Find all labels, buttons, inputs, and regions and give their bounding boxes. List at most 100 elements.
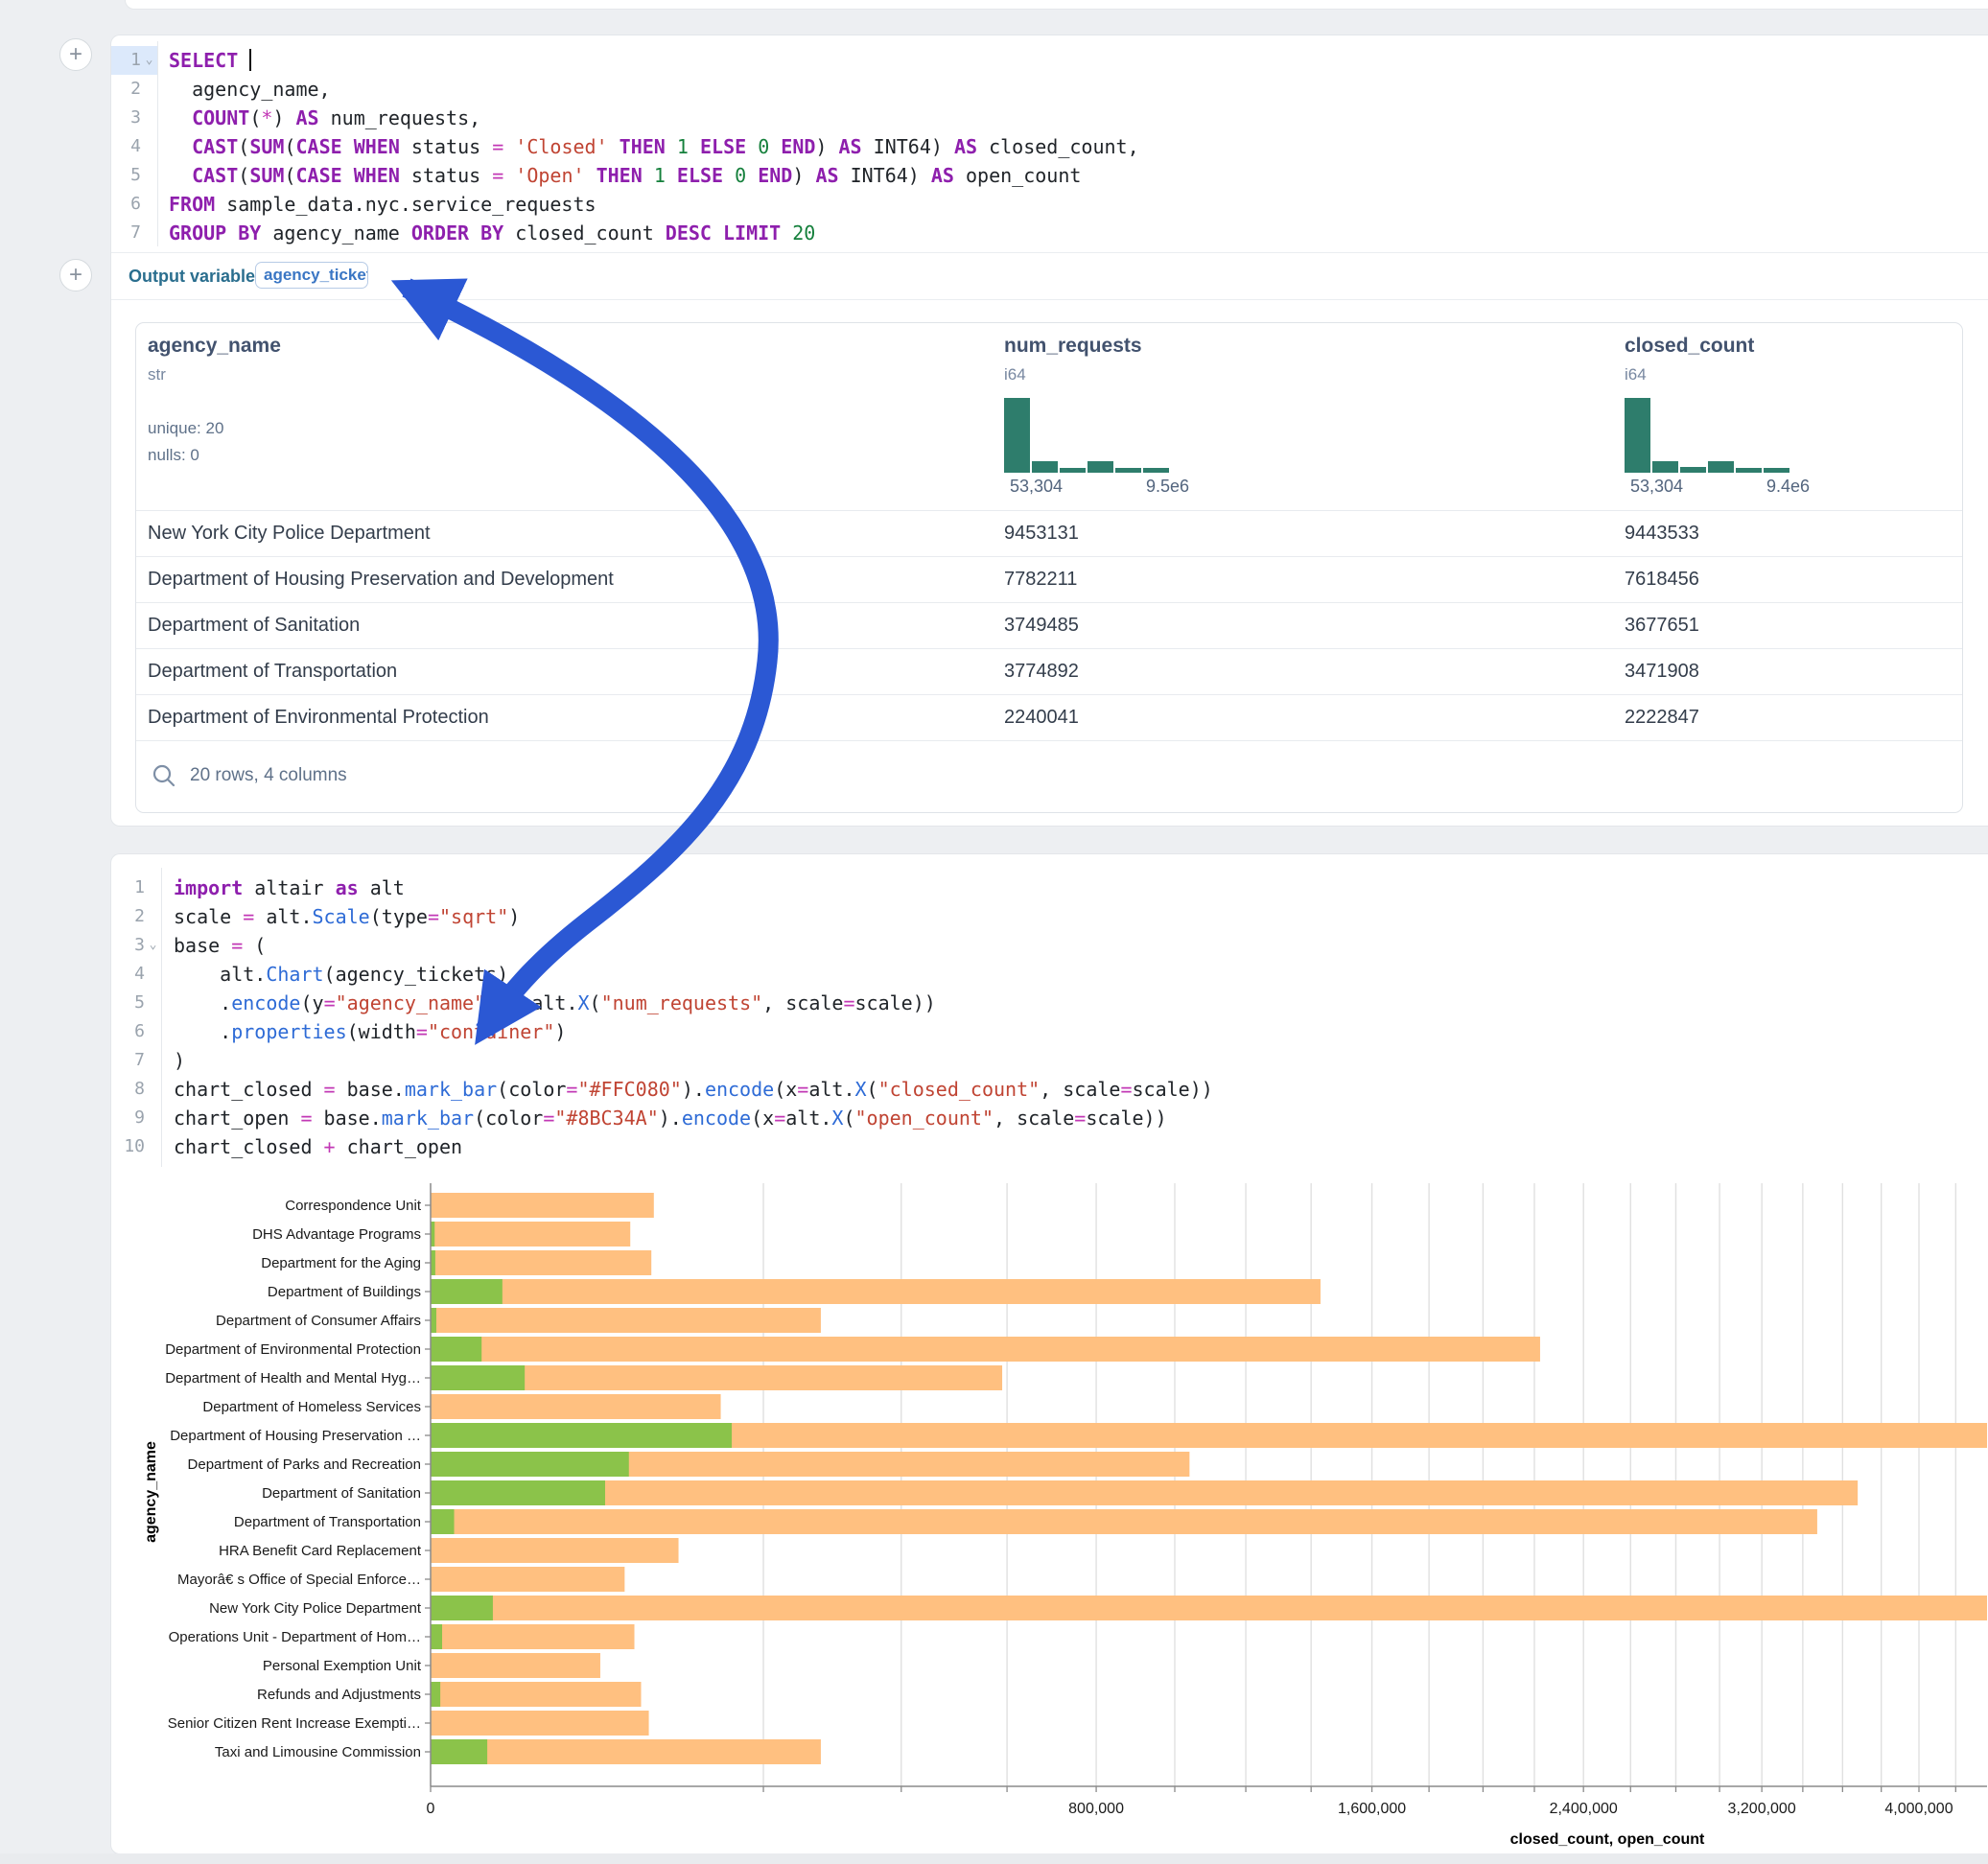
- column-unique-stat: unique: 20: [148, 419, 223, 438]
- svg-text:closed_count, open_count: closed_count, open_count: [1510, 1831, 1705, 1848]
- table-row[interactable]: Department of Environmental Protection 22…: [136, 694, 1962, 741]
- svg-text:Personal Exemption Unit: Personal Exemption Unit: [263, 1658, 422, 1674]
- row-count-summary: 20 rows, 4 columns: [190, 741, 347, 810]
- column-header-num-requests[interactable]: num_requests i64 53,304 9.5e6: [1004, 323, 1579, 510]
- svg-text:Department of Sanitation: Department of Sanitation: [262, 1485, 421, 1502]
- table-cell: 2222847: [1625, 695, 1699, 740]
- column-type: str: [148, 365, 166, 384]
- results-table: agency_name str unique: 20 nulls: 0 num_…: [135, 322, 1963, 813]
- svg-text:Department of Consumer Affairs: Department of Consumer Affairs: [216, 1313, 421, 1329]
- svg-text:Mayorâ€ s Office of Special En: Mayorâ€ s Office of Special Enforce…: [177, 1572, 421, 1588]
- table-cell: 3677651: [1625, 603, 1699, 648]
- table-header: agency_name str unique: 20 nulls: 0 num_…: [136, 323, 1962, 510]
- code-line[interactable]: 1import altair as alt: [111, 874, 1988, 902]
- histogram-min-label: 53,304: [1630, 477, 1683, 497]
- code-line[interactable]: 1⌄SELECT: [111, 46, 1988, 75]
- table-row[interactable]: Department of Housing Preservation and D…: [136, 556, 1962, 603]
- page-bottom-strip: [0, 1853, 1988, 1864]
- svg-text:1,600,000: 1,600,000: [1338, 1801, 1406, 1817]
- table-cell: 7618456: [1625, 557, 1699, 602]
- code-line[interactable]: 4 CAST(SUM(CASE WHEN status = 'Closed' T…: [111, 132, 1988, 161]
- histogram-closed-count: [1625, 396, 1793, 473]
- table-cell: 2240041: [1004, 695, 1079, 740]
- svg-text:Correspondence Unit: Correspondence Unit: [285, 1198, 422, 1214]
- column-type: i64: [1004, 365, 1026, 384]
- svg-text:Operations Unit - Department o: Operations Unit - Department of Hom…: [169, 1629, 421, 1645]
- code-line[interactable]: 2 agency_name,: [111, 75, 1988, 104]
- svg-text:4,000,000: 4,000,000: [1884, 1801, 1953, 1817]
- svg-text:Department of Parks and Recrea: Department of Parks and Recreation: [188, 1456, 421, 1473]
- code-line[interactable]: 2scale = alt.Scale(type="sqrt"): [111, 902, 1988, 931]
- histogram-num-requests: [1004, 396, 1173, 473]
- histogram-max-label: 9.5e6: [1146, 477, 1189, 497]
- text-cursor: [249, 49, 251, 71]
- code-line[interactable]: 6FROM sample_data.nyc.service_requests: [111, 190, 1988, 219]
- column-title: closed_count: [1625, 335, 1754, 358]
- svg-text:0: 0: [427, 1801, 435, 1817]
- add-cell-button-top[interactable]: +: [59, 38, 92, 71]
- code-line[interactable]: 10chart_closed + chart_open: [111, 1132, 1988, 1161]
- table-cell: Department of Sanitation: [148, 603, 360, 648]
- svg-text:Taxi and Limousine Commission: Taxi and Limousine Commission: [215, 1744, 421, 1760]
- table-row[interactable]: Department of Sanitation 3749485 3677651: [136, 602, 1962, 649]
- output-variable-label: Output variable:: [129, 253, 261, 299]
- table-cell: New York City Police Department: [148, 511, 431, 556]
- table-cell: 3749485: [1004, 603, 1079, 648]
- add-cell-button-output[interactable]: +: [59, 259, 92, 291]
- search-icon[interactable]: [152, 763, 176, 788]
- code-line[interactable]: 3 COUNT(*) AS num_requests,: [111, 104, 1988, 132]
- table-cell: Department of Housing Preservation and D…: [148, 557, 614, 602]
- table-cell: 9453131: [1004, 511, 1079, 556]
- code-line[interactable]: 7): [111, 1046, 1988, 1075]
- python-cell: 1import altair as alt2scale = alt.Scale(…: [110, 853, 1988, 1854]
- svg-text:800,000: 800,000: [1068, 1801, 1124, 1817]
- code-line[interactable]: 6 .properties(width="container"): [111, 1017, 1988, 1046]
- table-cell: 9443533: [1625, 511, 1699, 556]
- column-title: agency_name: [148, 335, 281, 358]
- output-variable-pill[interactable]: agency_tickets: [255, 262, 368, 289]
- previous-cell-bottom-edge: [125, 0, 1988, 10]
- code-line[interactable]: 5 CAST(SUM(CASE WHEN status = 'Open' THE…: [111, 161, 1988, 190]
- column-header-agency-name[interactable]: agency_name str unique: 20 nulls: 0: [148, 323, 992, 510]
- svg-text:3,200,000: 3,200,000: [1728, 1801, 1796, 1817]
- svg-text:HRA Benefit Card Replacement: HRA Benefit Card Replacement: [219, 1543, 422, 1559]
- altair-bar-chart: Correspondence Unit DHS Advantage Program…: [111, 1176, 1987, 1852]
- python-code[interactable]: 1import altair as alt2scale = alt.Scale(…: [111, 874, 1988, 1161]
- collapse-chevron-icon[interactable]: ⌄: [145, 931, 161, 960]
- histogram-min-label: 53,304: [1010, 477, 1063, 497]
- svg-text:Refunds and Adjustments: Refunds and Adjustments: [257, 1687, 421, 1703]
- histogram-max-label: 9.4e6: [1766, 477, 1810, 497]
- table-cell: 7782211: [1004, 557, 1077, 602]
- table-cell: Department of Transportation: [148, 649, 397, 694]
- sql-code[interactable]: 1⌄SELECT 2 agency_name,3 COUNT(*) AS num…: [111, 46, 1988, 247]
- table-row[interactable]: Department of Transportation377489234719…: [136, 648, 1962, 695]
- code-line[interactable]: 8chart_closed = base.mark_bar(color="#FF…: [111, 1075, 1988, 1104]
- column-nulls-stat: nulls: 0: [148, 446, 199, 465]
- svg-text:Department of Health and Menta: Department of Health and Mental Hyg…: [165, 1370, 421, 1386]
- code-line[interactable]: 3⌄base = (: [111, 931, 1988, 960]
- table-row[interactable]: New York City Police Department 9453131 94…: [136, 510, 1962, 557]
- svg-text:Department of Transportation: Department of Transportation: [234, 1514, 421, 1530]
- code-line[interactable]: 9chart_open = base.mark_bar(color="#8BC3…: [111, 1104, 1988, 1132]
- table-cell: Department of Environmental Protection: [148, 695, 489, 740]
- collapse-chevron-icon[interactable]: ⌄: [141, 46, 157, 75]
- column-header-closed-count[interactable]: closed_count i64 53,304 9.4e6: [1625, 323, 1960, 510]
- svg-text:New York City Police Departmen: New York City Police Department: [209, 1600, 422, 1617]
- svg-text:Department of Buildings: Department of Buildings: [268, 1284, 421, 1300]
- column-type: i64: [1625, 365, 1647, 384]
- svg-text:Senior Citizen Rent Increase E: Senior Citizen Rent Increase Exempti…: [168, 1715, 421, 1732]
- svg-text:Department of Environmental Pr: Department of Environmental Protection: [165, 1341, 421, 1358]
- sql-cell: 1⌄SELECT 2 agency_name,3 COUNT(*) AS num…: [110, 35, 1988, 827]
- table-cell: 3774892: [1004, 649, 1079, 694]
- code-line[interactable]: 7GROUP BY agency_name ORDER BY closed_co…: [111, 219, 1988, 247]
- svg-text:DHS Advantage Programs: DHS Advantage Programs: [252, 1226, 421, 1243]
- svg-text:Department of Homeless Service: Department of Homeless Services: [202, 1399, 421, 1415]
- table-footer: 20 rows, 4 columns: [136, 740, 1962, 812]
- svg-text:Department of Housing Preserva: Department of Housing Preservation …: [170, 1428, 421, 1444]
- svg-text:agency_name: agency_name: [143, 1441, 159, 1543]
- code-line[interactable]: 5 .encode(y="agency_name", x=alt.X("num_…: [111, 989, 1988, 1017]
- notebook-page: + + 1⌄SELECT 2 agency_name,3 COUNT(*) AS…: [0, 0, 1988, 1864]
- svg-text:2,400,000: 2,400,000: [1550, 1801, 1618, 1817]
- code-line[interactable]: 4 alt.Chart(agency_tickets): [111, 960, 1988, 989]
- column-title: num_requests: [1004, 335, 1142, 358]
